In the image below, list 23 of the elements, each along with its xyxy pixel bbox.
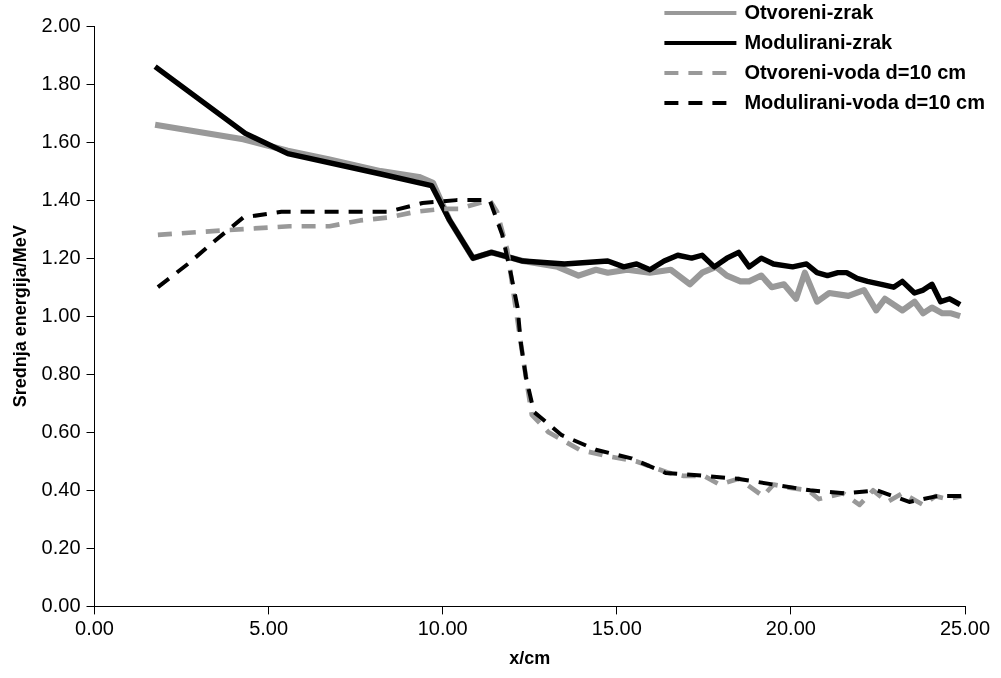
legend-label: Otvoreni-zrak xyxy=(744,0,875,23)
x-tick-label: 25.00 xyxy=(939,616,991,639)
y-tick-label: 1.60 xyxy=(41,129,81,152)
y-tick-label: 2.00 xyxy=(41,13,81,36)
x-tick-label: 10.00 xyxy=(417,616,468,639)
y-tick-label: 1.40 xyxy=(41,187,81,210)
x-tick-label: 15.00 xyxy=(591,616,642,639)
x-tick-label: 0.00 xyxy=(75,616,114,639)
legend-label: Modulirani-voda d=10 cm xyxy=(744,90,985,113)
x-tick-label: 5.00 xyxy=(249,616,289,639)
y-tick-label: 0.80 xyxy=(41,361,81,384)
x-tick-label: 20.00 xyxy=(765,616,816,639)
y-tick-label: 1.00 xyxy=(41,303,81,326)
legend-label: Otvoreni-voda d=10 cm xyxy=(744,60,967,83)
legend-label: Modulirani-zrak xyxy=(744,30,894,53)
y-tick-label: 1.80 xyxy=(41,71,81,94)
y-tick-label: 0.40 xyxy=(41,477,81,500)
y-tick-label: 1.20 xyxy=(41,245,81,268)
y-tick-label: 0.60 xyxy=(41,419,81,442)
y-axis-title: Srednja energija/MeV xyxy=(9,225,30,408)
y-tick-label: 0.20 xyxy=(41,535,81,558)
y-tick-label: 0.00 xyxy=(41,593,81,616)
x-axis-title: x/cm xyxy=(509,648,551,669)
